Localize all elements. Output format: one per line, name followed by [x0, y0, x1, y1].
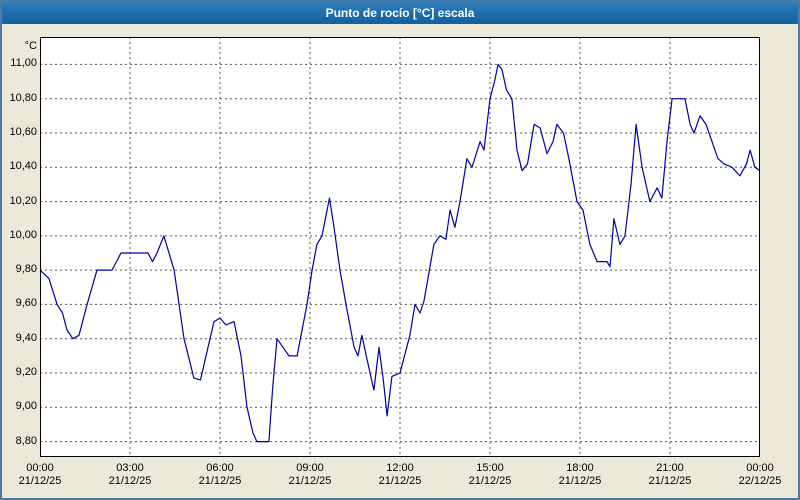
y-tick-label: 10,40	[9, 160, 37, 173]
y-tick-label: 8,80	[15, 434, 37, 447]
y-axis-unit-label: °C	[24, 40, 37, 53]
x-tick-date: 21/12/25	[378, 475, 422, 487]
x-axis-tick: 03:00 21/12/25	[98, 462, 162, 488]
x-axis-tick: 00:00 21/12/25	[8, 462, 72, 488]
x-tick-time: 21:00	[656, 462, 684, 474]
y-tick-label: 11,00	[10, 57, 37, 70]
x-tick-date: 21/12/25	[108, 475, 152, 487]
plot-border	[40, 37, 760, 457]
x-axis-tick: 06:00 21/12/25	[188, 462, 252, 488]
x-tick-time: 00:00	[26, 462, 54, 474]
x-tick-date: 21/12/25	[198, 475, 242, 487]
window-title-text: Punto de rocío [°C] escala	[325, 6, 475, 20]
y-tick-label: 9,40	[15, 331, 37, 344]
x-axis-tick: 21:00 21/12/25	[638, 462, 702, 488]
x-axis-tick: 09:00 21/12/25	[278, 462, 342, 488]
x-tick-date: 21/12/25	[288, 475, 332, 487]
x-tick-time: 12:00	[386, 462, 414, 474]
dew-point-line	[40, 63, 760, 443]
x-tick-date: 21/12/25	[648, 475, 692, 487]
plot-canvas	[40, 37, 760, 457]
x-tick-date: 22/12/25	[738, 475, 782, 487]
y-tick-label: 9,60	[15, 297, 37, 310]
y-tick-label: 9,20	[15, 366, 37, 378]
x-tick-time: 18:00	[566, 462, 594, 474]
y-tick-label: 9,80	[15, 263, 37, 276]
chart-area: °C 11,00 10,80 10,60 10,40 10,20 10,00 9,80 9,6…	[2, 24, 798, 498]
x-axis-tick: 00:00 22/12/25	[728, 462, 792, 488]
y-tick-label: 10,80	[9, 91, 37, 104]
x-tick-time: 15:00	[476, 462, 504, 474]
x-tick-date: 21/12/25	[468, 475, 512, 487]
x-axis-tick: 15:00 21/12/25	[458, 462, 522, 488]
x-axis-tick: 18:00 21/12/25	[548, 462, 612, 488]
y-tick-label: 10,60	[9, 126, 37, 138]
x-tick-time: 00:00	[746, 462, 774, 474]
x-axis-tick: 12:00 21/12/25	[368, 462, 432, 488]
x-tick-time: 03:00	[116, 462, 144, 474]
y-tick-label: 10,00	[9, 228, 37, 241]
x-tick-date: 21/12/25	[558, 475, 602, 487]
x-tick-time: 09:00	[296, 462, 324, 474]
x-tick-time: 06:00	[206, 462, 234, 474]
window-titlebar: Punto de rocío [°C] escala	[2, 2, 798, 24]
x-tick-date: 21/12/25	[18, 475, 62, 487]
y-tick-label: 9,00	[15, 400, 37, 413]
y-tick-label: 10,20	[9, 194, 37, 207]
